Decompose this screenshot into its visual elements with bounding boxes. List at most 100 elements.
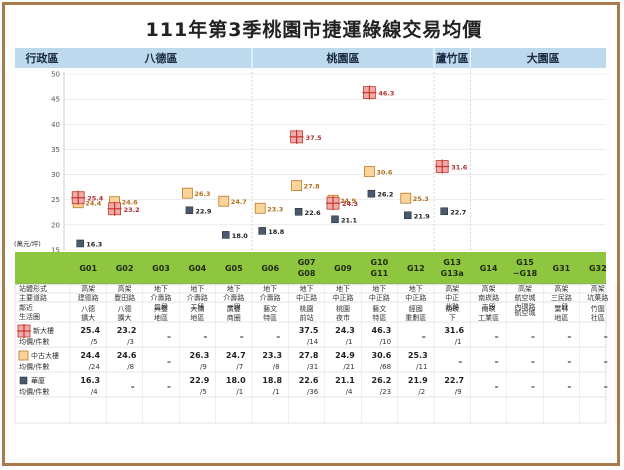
apt-count: /4 (346, 388, 353, 396)
mid-label: 27.8 (304, 183, 321, 191)
cell-road: 航空城 (515, 293, 536, 302)
new-count: /10 (380, 338, 391, 346)
station-code: G04 (189, 264, 207, 273)
cell-area: 竹圍 (591, 304, 605, 313)
station-code: G06 (261, 264, 279, 273)
row-label-mid-unit: 均價/件數 (19, 362, 49, 371)
cell-area: 藝文 (263, 304, 277, 313)
cell-area: 南崁 (482, 304, 496, 313)
apt-avg: 18.8 (262, 376, 282, 385)
mid-count: /8 (273, 363, 280, 371)
cell-type: 高架 (591, 284, 605, 293)
cell-area: 地區 (554, 313, 568, 322)
station-code: G15 (516, 258, 534, 267)
station-code: G32 (589, 264, 607, 273)
new-dash: – (531, 332, 535, 341)
mid-avg: 27.8 (299, 351, 319, 360)
cell-road: 介壽路 (260, 293, 281, 302)
cell-area: 廣豐 (227, 304, 241, 313)
station-code: G08 (298, 269, 316, 278)
mid-point (219, 196, 229, 206)
station-code: G10 (371, 258, 389, 267)
mid-avg: 30.6 (372, 351, 392, 360)
apt-label: 21.9 (414, 212, 431, 220)
row-label-area: 生活圈 (19, 312, 40, 321)
apt-avg: 22.9 (190, 376, 210, 385)
station-code: G14 (480, 264, 498, 273)
cell-area: 航空城 (515, 308, 536, 317)
cell-type: 高架 (482, 284, 496, 293)
new-dash: – (422, 332, 426, 341)
cell-road: 豐田路 (114, 293, 135, 302)
station-code: ~G18 (513, 269, 538, 278)
row-label-new: 新大樓 (33, 326, 54, 335)
new-avg: 37.5 (299, 326, 319, 335)
y-tick-label: 25 (51, 196, 60, 204)
cell-type: 地下 (263, 284, 277, 293)
apt-point (332, 216, 339, 223)
apt-count: /1 (273, 388, 280, 396)
cell-area: 擴大 (118, 313, 132, 322)
cell-type: 高架 (554, 284, 568, 293)
station-bar (15, 252, 606, 284)
apt-avg: 22.7 (444, 376, 464, 385)
mid-count: /8 (127, 363, 134, 371)
mid-label: 25.3 (413, 195, 429, 203)
row-label-type: 站體形式 (19, 284, 47, 293)
legend-apt-icon (20, 377, 27, 384)
apt-dash: – (604, 382, 608, 391)
apt-dash: – (131, 382, 135, 391)
mid-label: 24.7 (231, 198, 247, 206)
station-code: G07 (298, 258, 316, 267)
mid-count: /24 (89, 363, 101, 371)
cell-area: 桃園 (300, 304, 314, 313)
cell-type: 地下 (190, 284, 204, 293)
apt-avg: 22.6 (299, 376, 319, 385)
row-label-road: 主要道路 (19, 293, 47, 302)
mid-avg: 26.3 (190, 351, 210, 360)
apt-dash: – (167, 382, 171, 391)
apt-count: /23 (380, 388, 391, 396)
apt-count: /9 (455, 388, 462, 396)
apt-point (295, 208, 302, 215)
new-count: /3 (127, 338, 134, 346)
mid-dash: – (567, 357, 571, 366)
apt-avg: 26.2 (372, 376, 392, 385)
apt-avg: 21.1 (335, 376, 355, 385)
cell-type: 地下 (227, 284, 241, 293)
cell-area: 特區 (372, 313, 386, 322)
apt-dash: – (531, 382, 535, 391)
mid-avg: 24.7 (226, 351, 246, 360)
new-avg: 24.3 (335, 326, 355, 335)
legend-mid-icon (19, 351, 28, 360)
cell-area: 大湳 (190, 304, 204, 313)
mid-point (364, 167, 374, 177)
y-tick-label: 40 (51, 121, 60, 129)
cell-area: 社區 (591, 313, 605, 322)
cell-road: 介壽路 (151, 293, 172, 302)
new-dash: – (240, 332, 244, 341)
mid-label: 30.6 (376, 169, 393, 177)
station-code: G02 (116, 264, 134, 273)
station-code: G05 (225, 264, 243, 273)
cell-road: 介壽路 (223, 293, 244, 302)
row-label-area: 鄰近 (19, 303, 33, 312)
apt-count: /36 (307, 388, 319, 396)
cell-type: 高架 (445, 284, 459, 293)
row-label-apt-unit: 均價/件數 (19, 387, 49, 396)
mid-count: /9 (200, 363, 207, 371)
new-count: /14 (307, 338, 319, 346)
apt-point (222, 231, 229, 238)
row-label-mid: 中古大樓 (31, 351, 59, 360)
cell-area: 八德 (81, 304, 95, 313)
cell-road: 中正路 (369, 293, 390, 302)
new-avg: 31.6 (444, 326, 464, 335)
new-dash: – (567, 332, 571, 341)
apt-point (259, 227, 266, 234)
mid-avg: 23.3 (262, 351, 282, 360)
cell-area: 葉林 (554, 304, 568, 313)
mid-dash: – (531, 357, 535, 366)
cell-road: 中正路 (333, 293, 354, 302)
y-tick-label: 45 (51, 96, 60, 104)
